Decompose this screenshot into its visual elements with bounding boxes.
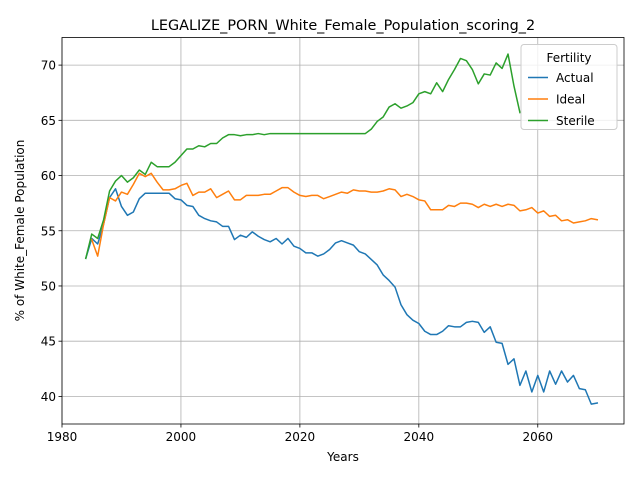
legend: Fertility Actual Ideal Sterile [520,44,618,130]
x-tick-label: 2040 [404,430,435,444]
legend-box [520,44,618,130]
x-tick-label: 2060 [522,430,553,444]
y-axis: 40 45 50 55 60 65 70 [41,59,62,404]
y-tick-label: 40 [41,390,56,404]
y-tick-label: 60 [41,169,56,183]
series-line-actual [84,188,599,405]
plot-lines [84,53,599,405]
legend-label-ideal: Ideal [556,93,585,107]
x-tick-label: 2020 [285,430,316,444]
legend-label-sterile: Sterile [556,114,595,128]
x-tick-label: 2000 [166,430,197,444]
chart-title: LEGALIZE_PORN_White_Female_Population_sc… [151,18,535,34]
y-axis-label: % of White_Female Population [13,140,27,322]
y-tick-label: 65 [41,114,56,128]
y-tick-label: 45 [41,335,56,349]
y-tick-label: 50 [41,279,56,293]
series-line-ideal [90,172,599,257]
series-line-sterile [84,53,521,260]
y-tick-label: 55 [41,224,56,238]
x-axis-label: Years [326,450,359,464]
x-tick-label: 1980 [47,430,78,444]
legend-label-actual: Actual [556,71,594,85]
legend-title: Fertility [546,51,591,65]
y-tick-label: 70 [41,59,56,73]
x-axis: 1980 2000 2020 2040 2060 [47,424,553,444]
